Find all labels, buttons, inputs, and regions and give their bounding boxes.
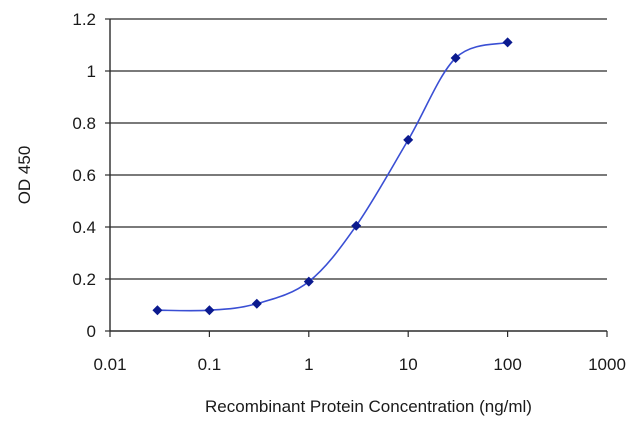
plot-area — [152, 37, 513, 316]
x-axis-title: Recombinant Protein Concentration (ng/ml… — [205, 397, 532, 416]
y-tick-label: 1.2 — [72, 10, 96, 29]
data-point — [403, 134, 414, 145]
data-point — [251, 298, 262, 309]
data-point — [152, 305, 163, 316]
x-tick-label: 1000 — [588, 355, 626, 374]
y-tick-label: 0 — [87, 322, 96, 341]
y-axis-title: OD 450 — [15, 146, 34, 205]
x-tick-label: 10 — [399, 355, 418, 374]
x-tick-label: 100 — [493, 355, 521, 374]
y-tick-label: 0.4 — [72, 218, 96, 237]
data-point — [450, 53, 461, 63]
data-point — [204, 305, 215, 316]
y-axis: 0 0.2 0.4 0.6 0.8 1 1.2 — [72, 10, 110, 341]
x-tick-label: 0.1 — [198, 355, 222, 374]
y-tick-label: 0.8 — [72, 114, 96, 133]
y-tick-label: 0.2 — [72, 270, 96, 289]
x-tick-label: 0.01 — [93, 355, 126, 374]
data-point — [303, 276, 314, 287]
data-point — [502, 37, 513, 48]
y-tick-label: 1 — [87, 62, 96, 81]
data-point — [351, 220, 362, 231]
x-tick-label: 1 — [304, 355, 313, 374]
y-tick-label: 0.6 — [72, 166, 96, 185]
series-line — [157, 41, 508, 312]
x-axis: 0.01 0.1 1 10 100 1000 — [93, 331, 626, 374]
grid-lines — [109, 18, 607, 332]
